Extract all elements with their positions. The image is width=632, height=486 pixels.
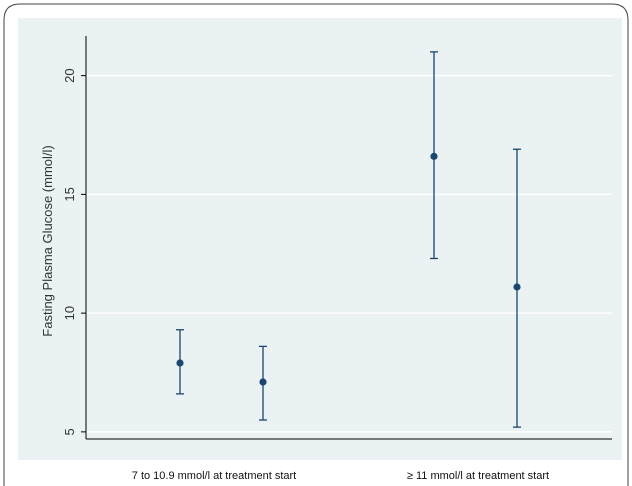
y-axis-label: Fasting Plasma Glucose (mmol/l) [40, 145, 55, 336]
y-tick-label: 10 [62, 306, 77, 320]
x-category-label-2: ≥ 11 mmol/l at treatment start [407, 470, 549, 482]
mean-marker-1 [176, 359, 184, 367]
gridlines [86, 74, 612, 433]
y-tick-label: 5 [62, 428, 77, 435]
plot-area [18, 18, 622, 460]
mean-marker-4 [513, 283, 521, 291]
y-tick-label: 15 [62, 187, 77, 201]
mean-marker-3 [430, 152, 438, 160]
y-axis-ticks: 5 10 15 20 [62, 68, 86, 435]
figure-border [3, 3, 629, 486]
mean-marker-2 [259, 378, 267, 386]
y-tick-label: 20 [62, 68, 77, 82]
x-category-label-1: 7 to 10.9 mmol/l at treatment start [132, 470, 296, 482]
data-markers [176, 152, 521, 386]
